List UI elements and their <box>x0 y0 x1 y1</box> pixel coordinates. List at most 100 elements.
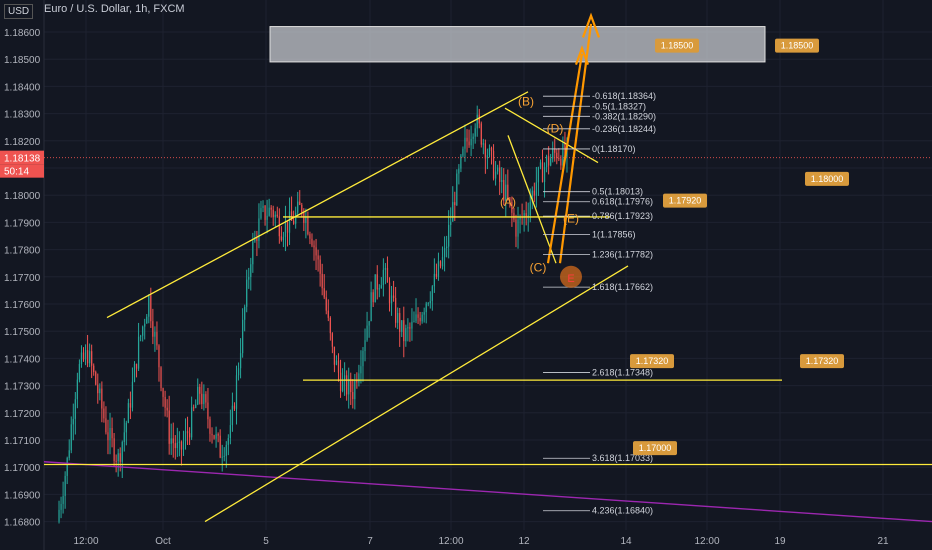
candle-body <box>164 396 166 408</box>
candle-body <box>321 273 323 289</box>
candle-body <box>209 419 211 434</box>
candle-body <box>460 155 462 169</box>
price-tag-box <box>630 354 674 369</box>
candle-body <box>362 350 364 367</box>
candle-body <box>172 438 174 444</box>
candle-body <box>235 375 238 409</box>
price-tag-label: 1.17000 <box>639 443 672 453</box>
price-tag-box <box>775 38 819 53</box>
candle-body <box>89 351 91 364</box>
candle-body <box>356 379 358 383</box>
candle-body <box>221 456 223 458</box>
x-tick-label: 21 <box>877 536 889 547</box>
candle-body <box>531 190 533 202</box>
candle-body <box>268 207 270 216</box>
candle-body <box>101 388 103 409</box>
candle-body <box>448 224 450 247</box>
candle-body <box>425 303 427 313</box>
candle-body <box>317 255 319 260</box>
candle-body <box>470 138 472 146</box>
y-tick-label: 1.16900 <box>4 490 41 501</box>
candle-body <box>395 297 397 323</box>
candle-body <box>450 221 452 225</box>
candle-body <box>535 182 537 196</box>
y-tick-label: 1.18000 <box>4 191 41 202</box>
y-tick-label: 1.18300 <box>4 110 41 121</box>
candle-body <box>199 386 201 394</box>
wave-label: (C) <box>530 260 547 274</box>
candle-body <box>219 435 221 458</box>
candle-body <box>239 353 242 369</box>
candle-body <box>511 202 513 213</box>
candle-body <box>144 323 146 327</box>
candle-body <box>260 208 262 219</box>
candle-body <box>64 475 66 497</box>
candle-body <box>307 217 309 235</box>
candle-body <box>386 267 389 283</box>
candle-body <box>205 394 207 403</box>
wave-label: (B) <box>518 94 534 108</box>
y-tick-label: 1.17400 <box>4 354 41 365</box>
candle-body <box>137 336 140 369</box>
candle-body <box>474 128 476 137</box>
candle-body <box>148 295 150 317</box>
candle-body <box>193 407 195 409</box>
y-tick-label: 1.17000 <box>4 463 41 474</box>
countdown-box <box>0 164 44 178</box>
candle-body <box>156 331 158 346</box>
candle-body <box>560 158 562 166</box>
candle-body <box>446 246 448 248</box>
candle-body <box>233 405 236 409</box>
candle-body <box>366 325 368 341</box>
currency-label[interactable]: USD <box>4 4 34 19</box>
candle-body <box>280 236 282 240</box>
candle-body <box>309 234 311 239</box>
candle-body <box>545 156 548 168</box>
candle-body <box>95 372 97 385</box>
x-tick-label: Oct <box>155 536 171 547</box>
projection-line <box>558 23 593 264</box>
candle-body <box>315 247 317 256</box>
candle-body <box>350 378 352 393</box>
candle-body <box>178 441 180 443</box>
candle-body <box>203 394 205 405</box>
candle-body <box>454 202 456 206</box>
candle-body <box>529 201 531 216</box>
candle-body <box>107 432 109 441</box>
candle-body <box>476 114 478 129</box>
candle-body <box>262 205 264 209</box>
candle-body <box>297 201 299 213</box>
candle-body <box>254 237 256 242</box>
triangle-lower <box>507 135 557 264</box>
fib-level-label: -0.236(1.18244) <box>592 124 656 134</box>
y-tick-label: 1.17900 <box>4 218 41 229</box>
x-tick-label: 12 <box>518 536 530 547</box>
long-trendline <box>43 461 932 523</box>
candle-body <box>482 143 484 145</box>
candle-body <box>556 152 558 159</box>
fib-level-label: -0.382(1.18290) <box>592 111 656 121</box>
candle-body <box>74 399 76 419</box>
price-tag-label: 1.17320 <box>636 356 669 366</box>
candle-body <box>58 509 60 522</box>
wave-label: E <box>567 273 574 285</box>
candle-body <box>468 141 470 146</box>
candle-body <box>201 393 203 405</box>
candle-body <box>146 316 148 324</box>
candle-body <box>433 273 435 287</box>
candle-body <box>225 444 227 456</box>
candle-body <box>503 180 505 201</box>
candle-body <box>211 433 213 436</box>
candle-body <box>293 220 295 224</box>
candle-body <box>382 269 384 286</box>
candle-body <box>523 213 525 218</box>
candle-body <box>319 259 321 274</box>
candle-body <box>564 143 566 157</box>
candle-body <box>244 306 246 320</box>
candle-body <box>399 313 401 332</box>
candle-body <box>539 162 542 168</box>
candle-body <box>384 267 387 270</box>
fib-level-label: 0.786(1.17923) <box>592 211 653 221</box>
candle-body <box>462 148 464 156</box>
